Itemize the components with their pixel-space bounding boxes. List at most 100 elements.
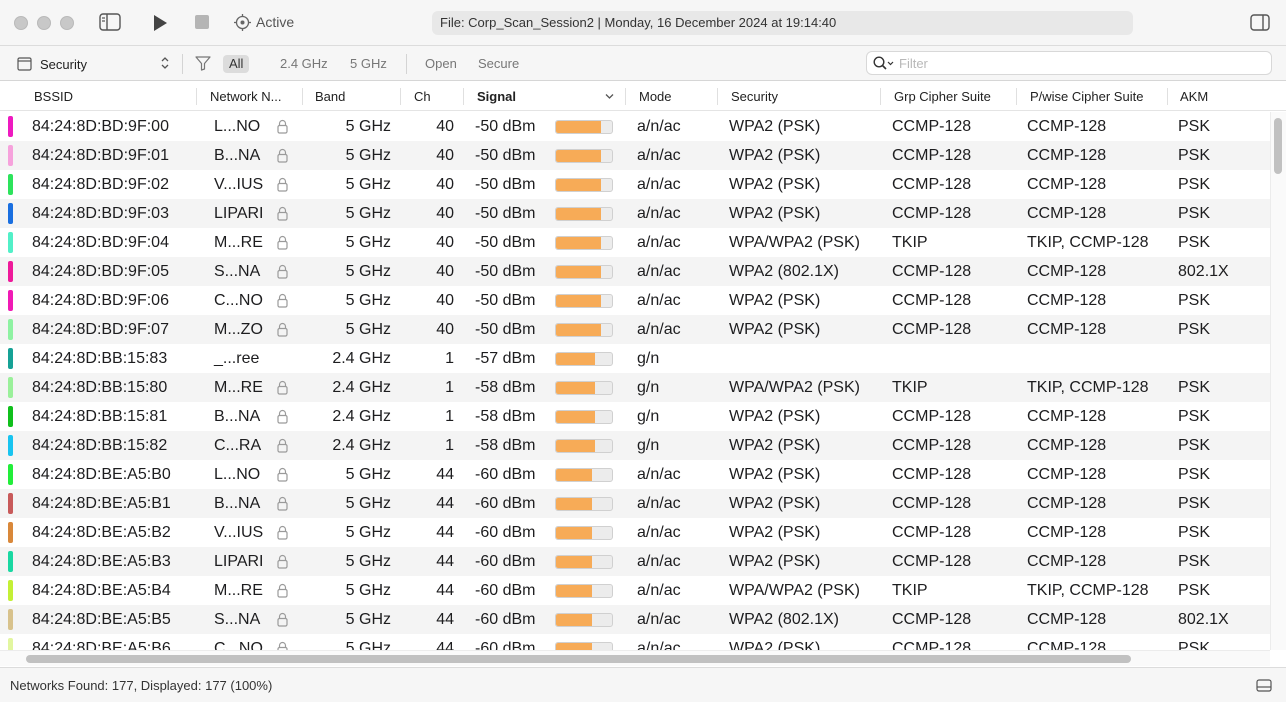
- column-header-bssid[interactable]: BSSID: [34, 89, 74, 104]
- row-color-tag: [8, 638, 13, 650]
- minimize-window-button[interactable]: [37, 16, 51, 30]
- pairwise-cipher-cell: CCMP-128: [1027, 118, 1107, 135]
- row-color-tag: [8, 203, 13, 224]
- column-header-signal[interactable]: Signal: [477, 89, 517, 104]
- group-cipher-cell: CCMP-128: [892, 495, 972, 512]
- akm-cell: PSK: [1178, 437, 1211, 454]
- filter-all-button[interactable]: All: [223, 55, 250, 73]
- vertical-scrollbar[interactable]: [1270, 112, 1286, 650]
- column-divider[interactable]: [463, 88, 464, 105]
- column-divider[interactable]: [880, 88, 881, 105]
- group-cipher-cell: CCMP-128: [892, 147, 972, 164]
- row-color-tag: [8, 464, 13, 485]
- akm-cell: PSK: [1178, 408, 1211, 425]
- group-cipher-cell: CCMP-128: [892, 408, 972, 425]
- signal-cell: -50 dBm: [475, 205, 536, 222]
- akm-cell: 802.1X: [1178, 611, 1229, 628]
- filter-open-button[interactable]: Open: [425, 56, 457, 71]
- inspector-toggle-icon[interactable]: [1250, 14, 1270, 31]
- stop-icon[interactable]: [195, 15, 209, 29]
- signal-cell: -58 dBm: [475, 437, 536, 454]
- table-row[interactable]: 84:24:8D:BD:9F:03 LIPARI 5 GHz 40 -50 dBm a/n…: [0, 199, 1270, 228]
- signal-strength-bar: [555, 526, 613, 540]
- akm-cell: PSK: [1178, 205, 1211, 222]
- filter-secure-button[interactable]: Secure: [478, 56, 520, 71]
- view-selector[interactable]: Security: [17, 54, 177, 74]
- table-row[interactable]: 84:24:8D:BB:15:81 B...NA 2.4 GHz 1 -58 dBm g/…: [0, 402, 1270, 431]
- column-divider[interactable]: [1167, 88, 1168, 105]
- table-row[interactable]: 84:24:8D:BE:A5:B5 S...NA 5 GHz 44 -60 dBm a/n…: [0, 605, 1270, 634]
- network-table[interactable]: 84:24:8D:BD:9F:00 L...NO 5 GHz 40 -50 dBm a/n…: [0, 112, 1270, 650]
- signal-cell: -50 dBm: [475, 176, 536, 193]
- column-divider[interactable]: [196, 88, 197, 105]
- column-header-mode[interactable]: Mode: [639, 89, 672, 104]
- security-cell: WPA/WPA2 (PSK): [729, 379, 860, 396]
- column-header-band[interactable]: Band: [315, 89, 346, 104]
- horizontal-scrollbar[interactable]: [0, 650, 1270, 666]
- akm-cell: PSK: [1178, 640, 1211, 650]
- column-divider[interactable]: [302, 88, 303, 105]
- table-row[interactable]: 84:24:8D:BD:9F:00 L...NO 5 GHz 40 -50 dBm a/n…: [0, 112, 1270, 141]
- channel-cell: 40: [436, 321, 454, 338]
- security-cell: WPA2 (PSK): [729, 118, 821, 135]
- lock-icon: [277, 438, 288, 458]
- horizontal-scroll-thumb[interactable]: [26, 655, 1131, 663]
- table-row[interactable]: 84:24:8D:BE:A5:B0 L...NO 5 GHz 44 -60 dBm a/n…: [0, 460, 1270, 489]
- table-row[interactable]: 84:24:8D:BD:9F:05 S...NA 5 GHz 40 -50 dBm a/n…: [0, 257, 1270, 286]
- table-row[interactable]: 84:24:8D:BE:A5:B4 M...RE 5 GHz 44 -60 dBm a/n…: [0, 576, 1270, 605]
- filter-search-box[interactable]: [866, 51, 1272, 75]
- sort-chevron-down-icon[interactable]: [604, 91, 615, 102]
- close-window-button[interactable]: [14, 16, 28, 30]
- bssid-cell: 84:24:8D:BD:9F:05: [32, 263, 169, 280]
- column-header-group-cipher[interactable]: Grp Cipher Suite: [894, 89, 991, 104]
- table-row[interactable]: 84:24:8D:BD:9F:07 M...ZO 5 GHz 40 -50 dBm a/n…: [0, 315, 1270, 344]
- zoom-window-button[interactable]: [60, 16, 74, 30]
- filter-2-4ghz-button[interactable]: 2.4 GHz: [280, 56, 328, 71]
- band-cell: 5 GHz: [345, 292, 391, 309]
- akm-cell: PSK: [1178, 118, 1211, 135]
- column-header-channel[interactable]: Ch: [414, 89, 431, 104]
- table-row[interactable]: 84:24:8D:BD:9F:04 M...RE 5 GHz 40 -50 dBm a/n…: [0, 228, 1270, 257]
- filter-toolbar: Security All 2.4 GHz 5 GHz Open Secure: [0, 46, 1286, 81]
- filter-search-input[interactable]: [899, 54, 1259, 72]
- column-divider[interactable]: [400, 88, 401, 105]
- sidebar-toggle-icon[interactable]: [99, 13, 121, 31]
- pairwise-cipher-cell: CCMP-128: [1027, 292, 1107, 309]
- column-divider[interactable]: [1016, 88, 1017, 105]
- vertical-scroll-thumb[interactable]: [1274, 118, 1282, 174]
- table-row[interactable]: 84:24:8D:BB:15:83 _...ree 2.4 GHz 1 -57 dBm g…: [0, 344, 1270, 373]
- group-cipher-cell: CCMP-128: [892, 263, 972, 280]
- table-row[interactable]: 84:24:8D:BD:9F:01 B...NA 5 GHz 40 -50 dBm a/n…: [0, 141, 1270, 170]
- table-row[interactable]: 84:24:8D:BE:A5:B6 C...NO 5 GHz 44 -60 dBm a/n…: [0, 634, 1270, 650]
- filter-funnel-icon[interactable]: [195, 56, 211, 71]
- bssid-cell: 84:24:8D:BD:9F:07: [32, 321, 169, 338]
- bssid-cell: 84:24:8D:BB:15:80: [32, 379, 168, 396]
- lock-icon: [277, 148, 288, 168]
- row-color-tag: [8, 377, 13, 398]
- group-cipher-cell: CCMP-128: [892, 292, 972, 309]
- table-row[interactable]: 84:24:8D:BB:15:82 C...RA 2.4 GHz 1 -58 dBm g/…: [0, 431, 1270, 460]
- group-cipher-cell: TKIP: [892, 582, 928, 599]
- table-row[interactable]: 84:24:8D:BD:9F:06 C...NO 5 GHz 40 -50 dBm a/n…: [0, 286, 1270, 315]
- panel-toggle-icon[interactable]: [1256, 679, 1272, 697]
- akm-cell: PSK: [1178, 495, 1211, 512]
- search-icon[interactable]: [873, 56, 895, 76]
- security-cell: WPA/WPA2 (PSK): [729, 582, 860, 599]
- network-name-cell: M...ZO: [214, 321, 263, 338]
- table-row[interactable]: 84:24:8D:BD:9F:02 V...IUS 5 GHz 40 -50 dBm a/…: [0, 170, 1270, 199]
- signal-cell: -60 dBm: [475, 640, 536, 650]
- mode-cell: a/n/ac: [637, 147, 681, 164]
- filter-5ghz-button[interactable]: 5 GHz: [350, 56, 387, 71]
- column-header-security[interactable]: Security: [731, 89, 778, 104]
- table-row[interactable]: 84:24:8D:BE:A5:B1 B...NA 5 GHz 44 -60 dBm a/n…: [0, 489, 1270, 518]
- column-header-pairwise-cipher[interactable]: P/wise Cipher Suite: [1030, 89, 1144, 104]
- column-header-network-name[interactable]: Network N...: [210, 89, 282, 104]
- table-row[interactable]: 84:24:8D:BB:15:80 M...RE 2.4 GHz 1 -58 dBm g/…: [0, 373, 1270, 402]
- column-divider[interactable]: [717, 88, 718, 105]
- column-divider[interactable]: [625, 88, 626, 105]
- table-row[interactable]: 84:24:8D:BE:A5:B2 V...IUS 5 GHz 44 -60 dBm a/…: [0, 518, 1270, 547]
- table-row[interactable]: 84:24:8D:BE:A5:B3 LIPARI 5 GHz 44 -60 dBm a/n…: [0, 547, 1270, 576]
- column-header-akm[interactable]: AKM: [1180, 89, 1209, 104]
- bssid-cell: 84:24:8D:BD:9F:03: [32, 205, 169, 222]
- play-icon[interactable]: [152, 14, 168, 32]
